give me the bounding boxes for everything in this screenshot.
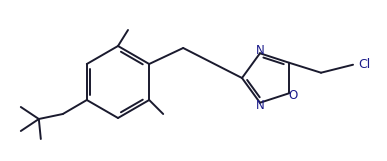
Text: N: N — [255, 44, 264, 57]
Text: O: O — [288, 89, 298, 102]
Text: N: N — [255, 99, 264, 112]
Text: Cl: Cl — [358, 58, 370, 71]
